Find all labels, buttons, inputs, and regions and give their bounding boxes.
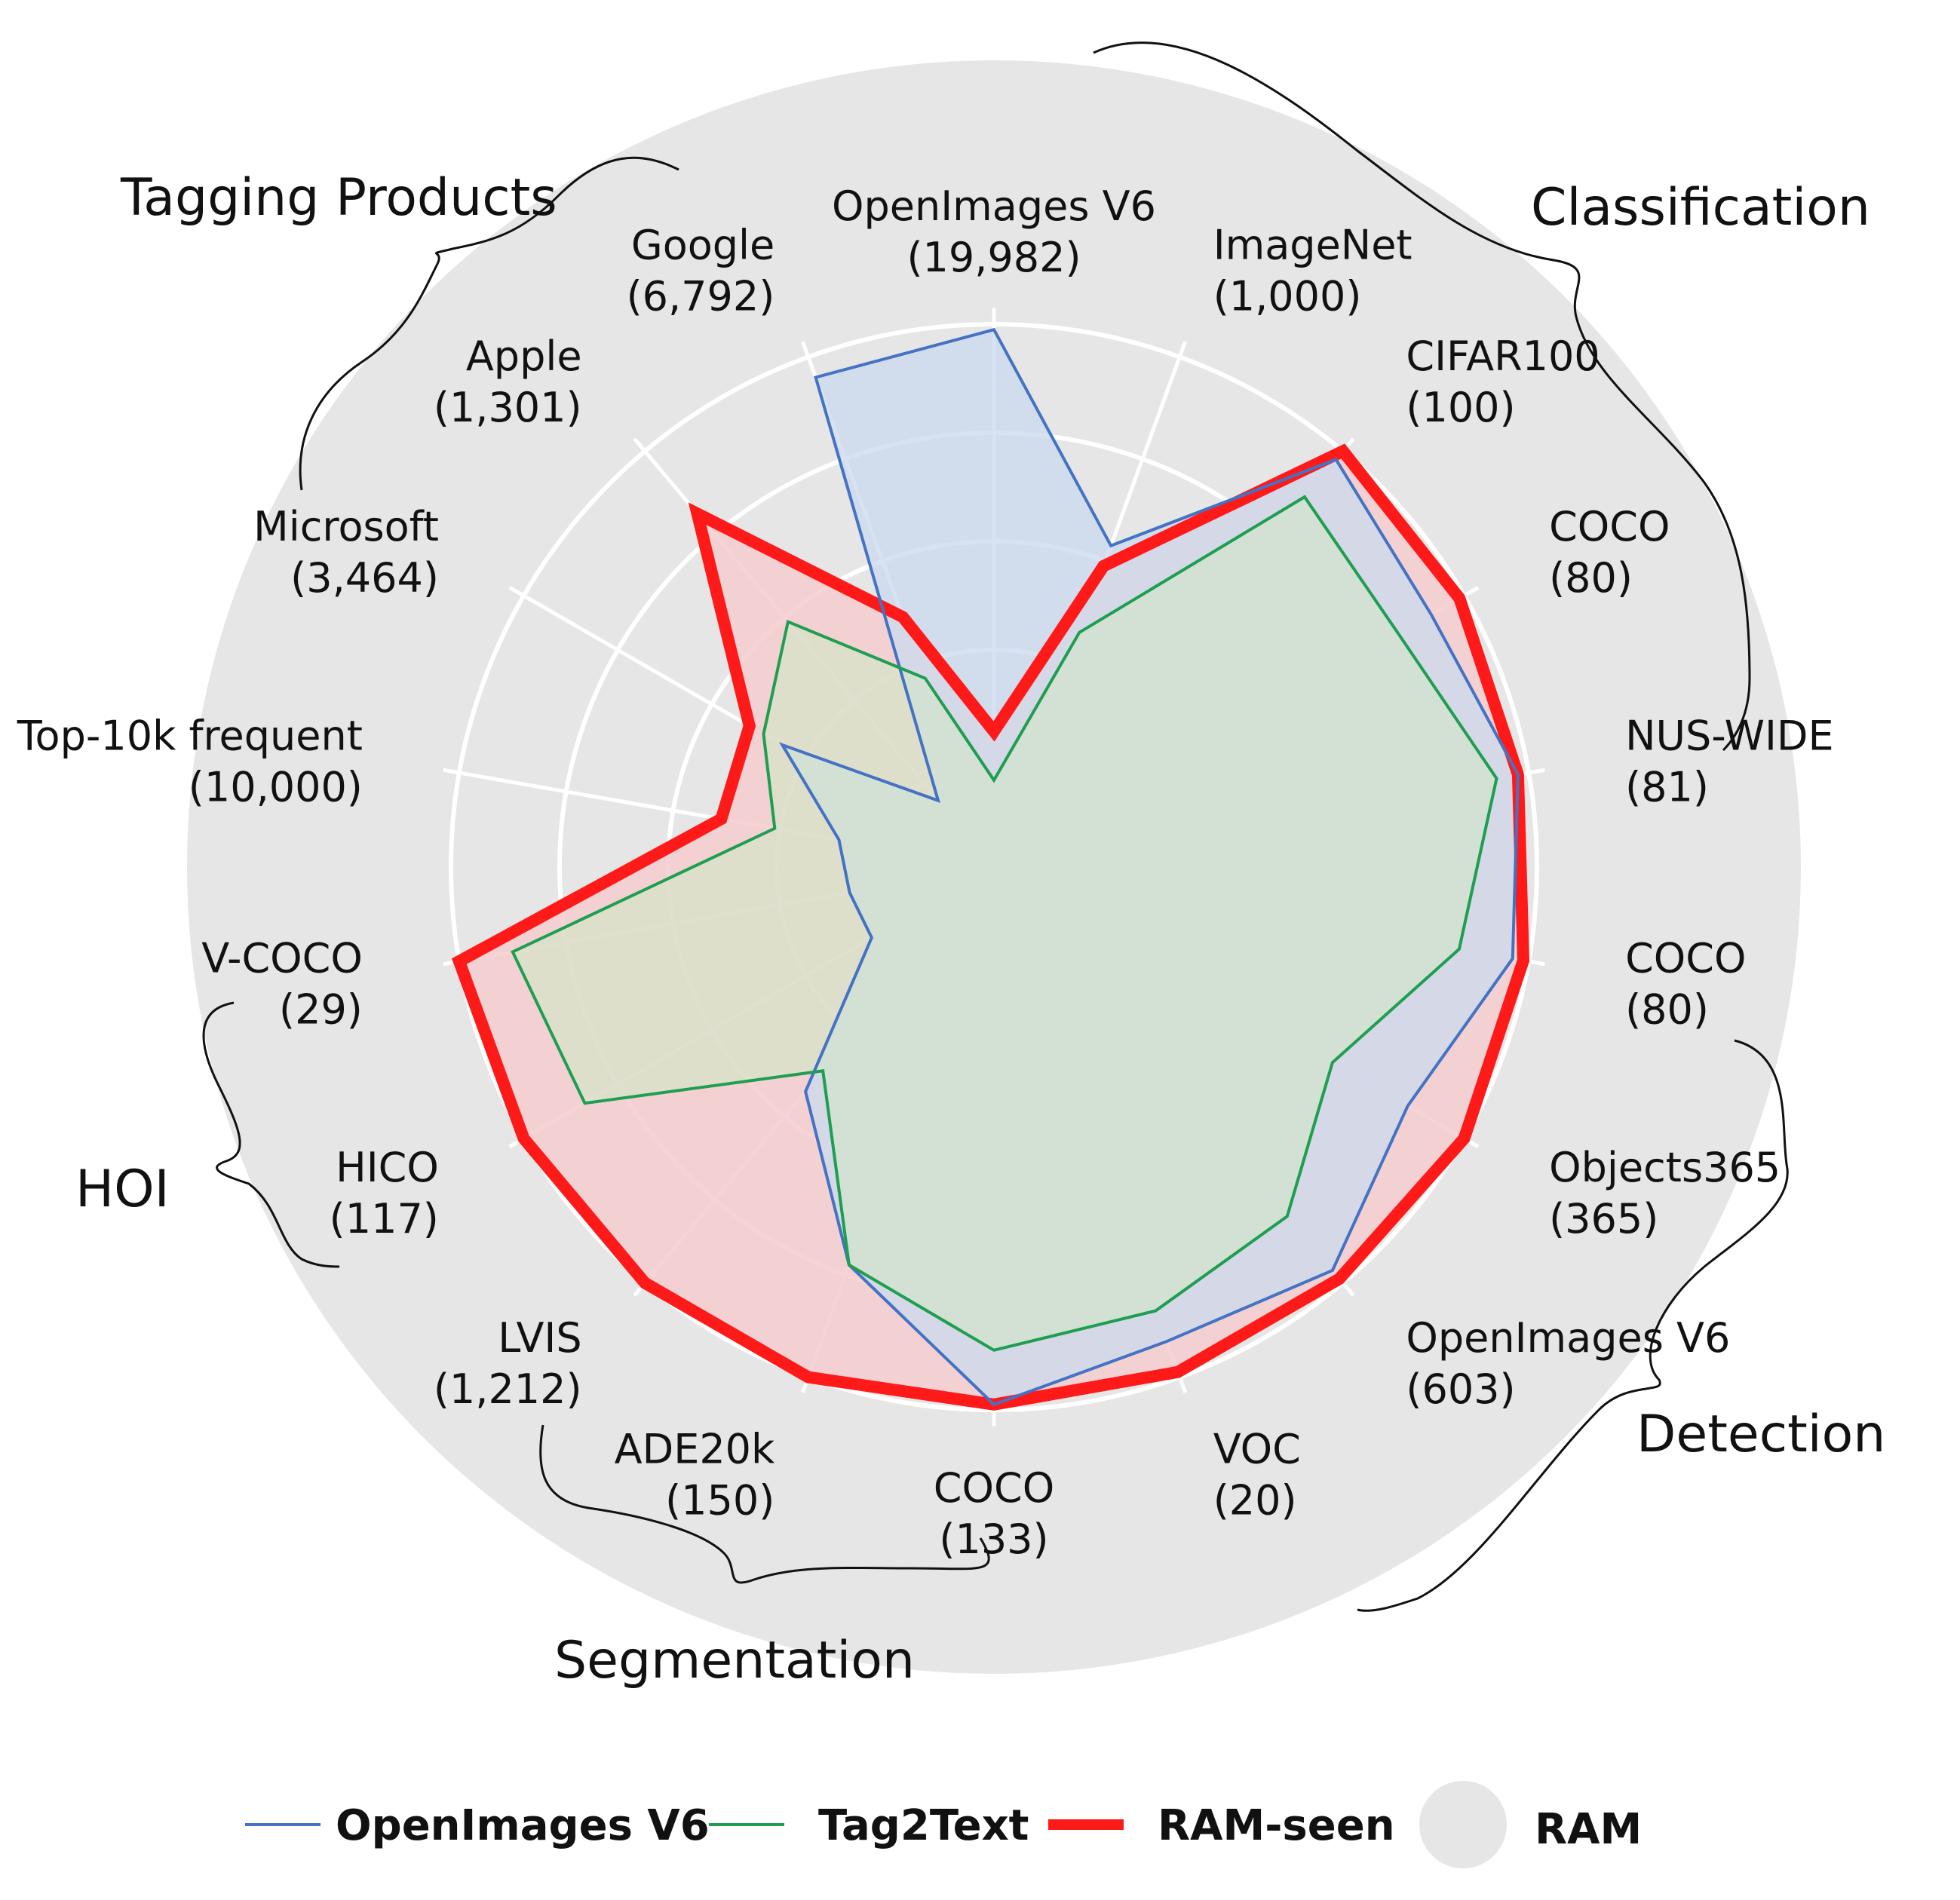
axis-label-count-5: (80) xyxy=(1625,986,1709,1034)
series-line-0 xyxy=(778,327,1520,1407)
group-braces xyxy=(202,41,1789,1612)
group-label-tagging-products: Tagging Products xyxy=(120,168,557,228)
axis-label-count-8: (20) xyxy=(1213,1477,1297,1525)
axis-label-count-14: (10,000) xyxy=(189,763,363,811)
axis-label-count-2: (100) xyxy=(1406,384,1515,431)
axis-label-count-0: (19,982) xyxy=(906,234,1081,281)
group-label-hoi: HOI xyxy=(75,1160,170,1219)
axis-label-name-6: Objects365 xyxy=(1549,1144,1781,1191)
classification-brace xyxy=(1093,41,1751,752)
axis-label-name-4: NUS-WIDE xyxy=(1625,712,1834,759)
axis-label-count-6: (365) xyxy=(1549,1195,1658,1243)
axis-label-count-12: (117) xyxy=(330,1195,439,1243)
axis-label-name-15: Microsoft xyxy=(253,503,439,550)
detection-brace xyxy=(1357,1039,1789,1612)
axis-label-name-16: Apple xyxy=(466,332,582,380)
axis-label-name-3: COCO xyxy=(1549,503,1670,550)
axis-label-name-1: ImageNet xyxy=(1213,221,1412,268)
axis-label-count-4: (81) xyxy=(1625,763,1709,811)
axis-label-name-10: ADE20k xyxy=(615,1426,775,1473)
axis-label-count-15: (3,464) xyxy=(290,554,439,602)
legend-label-tag2text: Tag2Text xyxy=(818,1801,1029,1850)
series-fill-1 xyxy=(512,497,1497,1350)
axis-label-count-11: (1,212) xyxy=(434,1365,582,1413)
series-layer xyxy=(452,327,1530,1411)
legend-label-ram-seen: RAM-seen xyxy=(1158,1801,1395,1850)
series-line-1 xyxy=(511,495,1498,1352)
axis-label-count-17: (6,792) xyxy=(627,272,775,320)
axis-label-name-8: VOC xyxy=(1213,1426,1301,1473)
legend-label-openimages: OpenImages V6 xyxy=(336,1801,710,1850)
axis-labels: OpenImages V6(19,982) ImageNet(1,000)CIFA… xyxy=(17,182,1834,1563)
axis-label-name-14: Top-10k frequent xyxy=(17,712,363,759)
axis-label-name-9: COCO xyxy=(934,1464,1054,1512)
legend-disc-ram xyxy=(1419,1781,1507,1868)
axis-label-name-7: OpenImages V6 xyxy=(1406,1314,1730,1362)
group-label-classification: Classification xyxy=(1531,178,1870,238)
axis-label-name-12: HICO xyxy=(336,1144,439,1191)
tagging-products-brace xyxy=(299,156,679,491)
axis-label-name-13: V-COCO xyxy=(201,935,363,982)
axis-label-name-17: Google xyxy=(631,221,774,268)
axis-label-name-11: LVIS xyxy=(498,1314,581,1362)
axis-label-count-1: (1,000) xyxy=(1213,272,1362,320)
group-label-segmentation: Segmentation xyxy=(554,1631,915,1690)
axis-label-count-3: (80) xyxy=(1549,554,1633,602)
group-label-detection: Detection xyxy=(1636,1405,1885,1464)
axis-label-count-7: (603) xyxy=(1406,1365,1515,1413)
axis-label-name-5: COCO xyxy=(1625,935,1746,982)
legend-label-ram: RAM xyxy=(1535,1805,1642,1854)
legend: OpenImages V6 Tag2Text RAM-seen RAM xyxy=(245,1781,1642,1868)
segmentation-brace xyxy=(539,1424,990,1584)
axis-label-count-16: (1,301) xyxy=(434,384,582,431)
hoi-brace xyxy=(202,1001,340,1268)
axis-label-name-0: OpenImages V6 xyxy=(832,182,1156,230)
axis-label-count-9: (133) xyxy=(939,1515,1048,1563)
axis-label-count-13: (29) xyxy=(279,986,363,1034)
axis-label-count-10: (150) xyxy=(665,1477,774,1525)
axis-label-name-2: CIFAR100 xyxy=(1406,332,1600,380)
